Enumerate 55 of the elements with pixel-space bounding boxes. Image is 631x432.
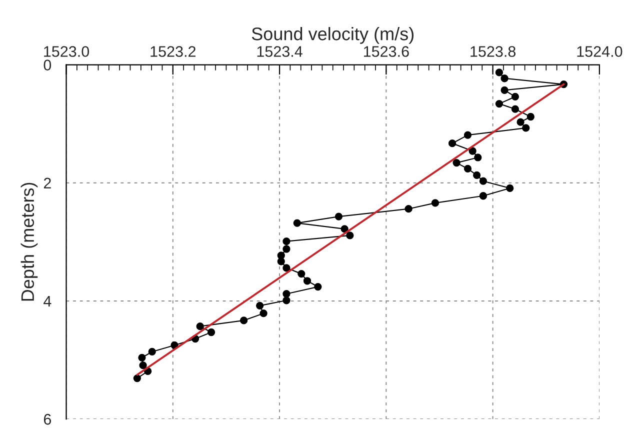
point bbox=[138, 354, 146, 362]
point bbox=[522, 124, 530, 132]
point bbox=[298, 270, 306, 278]
x-tick-label: 1524.0 bbox=[577, 46, 622, 57]
point bbox=[256, 302, 264, 310]
point bbox=[282, 264, 290, 272]
point bbox=[293, 219, 301, 227]
point bbox=[511, 105, 520, 113]
point bbox=[282, 245, 290, 253]
point bbox=[472, 171, 481, 180]
x-tick-label: 1523.2 bbox=[150, 46, 196, 57]
point bbox=[452, 158, 460, 167]
point bbox=[260, 310, 268, 318]
point bbox=[464, 164, 472, 173]
point bbox=[196, 322, 204, 330]
point bbox=[404, 205, 412, 213]
point bbox=[207, 328, 216, 336]
point bbox=[511, 92, 520, 100]
point bbox=[282, 238, 290, 246]
point bbox=[468, 147, 476, 155]
point bbox=[500, 74, 508, 82]
point bbox=[133, 374, 141, 382]
point bbox=[479, 177, 488, 185]
point bbox=[474, 154, 482, 162]
point bbox=[282, 296, 290, 304]
point bbox=[148, 348, 156, 356]
point bbox=[346, 232, 354, 240]
point bbox=[526, 112, 534, 121]
point bbox=[340, 225, 348, 233]
point bbox=[303, 277, 312, 285]
point bbox=[240, 316, 248, 324]
y-tick-label: 6 bbox=[44, 414, 51, 425]
point bbox=[495, 100, 504, 108]
y-tick-label: 2 bbox=[44, 178, 51, 188]
x-tick-label: 1523.6 bbox=[364, 46, 409, 57]
point bbox=[448, 140, 456, 148]
x-tick-label: 1523.0 bbox=[44, 46, 90, 57]
point bbox=[334, 212, 343, 220]
point bbox=[506, 184, 514, 192]
point bbox=[277, 258, 285, 266]
y-tick-label: 4 bbox=[44, 296, 52, 306]
point bbox=[282, 290, 290, 298]
point bbox=[495, 68, 504, 76]
y-tick-label: 0 bbox=[44, 60, 52, 70]
y-axis-title: Depth (meters) bbox=[20, 182, 38, 301]
x-tick-label: 1523.4 bbox=[257, 46, 302, 57]
point bbox=[139, 361, 147, 370]
point bbox=[500, 86, 508, 94]
point bbox=[464, 131, 472, 139]
point bbox=[431, 199, 440, 207]
point bbox=[479, 192, 488, 200]
x-axis-title: Sound velocity (m/s) bbox=[252, 27, 414, 44]
point bbox=[516, 118, 524, 126]
point bbox=[314, 282, 322, 291]
x-tick-label: 1523.8 bbox=[470, 46, 516, 57]
